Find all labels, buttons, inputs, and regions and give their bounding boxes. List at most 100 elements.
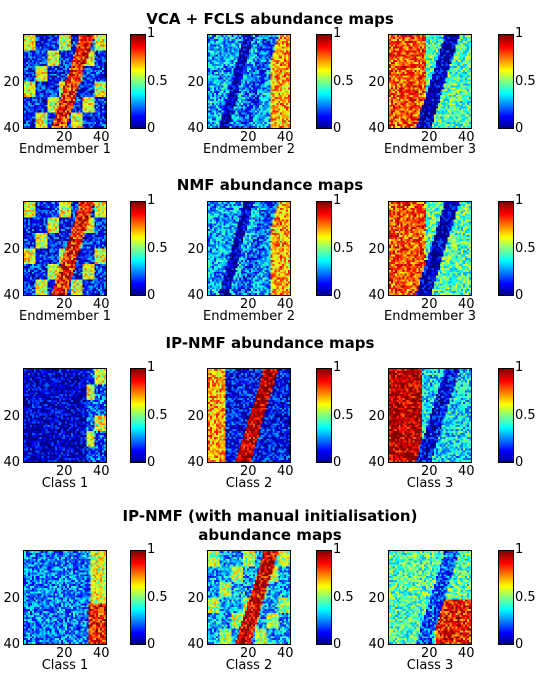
- abundance-heatmap: [389, 202, 471, 295]
- panel-label: Endmember 3: [383, 142, 477, 157]
- y-tick-label: 20: [3, 242, 20, 257]
- abundance-map: [388, 550, 472, 645]
- colorbar-tick-label: 0.5: [333, 240, 354, 256]
- y-tick-label: 20: [368, 75, 385, 90]
- colorbar-tick-label: 0: [515, 288, 524, 303]
- x-tick-label: 40: [93, 297, 110, 312]
- y-tick-label: 40: [368, 637, 385, 652]
- panel-label: Endmember 1: [18, 309, 112, 324]
- colorbar-tick-label: 0.5: [147, 407, 168, 423]
- x-tick-label: 20: [56, 297, 73, 312]
- x-tick-label: 20: [56, 130, 73, 145]
- colorbar: [130, 201, 146, 296]
- abundance-heatmap: [389, 551, 471, 644]
- colorbar-tick-label: 1: [515, 360, 524, 375]
- y-tick-label: 20: [187, 242, 204, 257]
- x-tick-label: 40: [277, 464, 294, 479]
- colorbar-tick-label: 1: [333, 542, 342, 557]
- colorbar-tick-label: 1: [515, 542, 524, 557]
- colorbar: [130, 34, 146, 129]
- abundance-map: [23, 550, 107, 645]
- abundance-map: [23, 34, 107, 129]
- x-tick-label: 40: [277, 646, 294, 661]
- abundance-map: [207, 368, 291, 463]
- y-tick-label: 20: [368, 591, 385, 606]
- y-tick-label: 20: [187, 75, 204, 90]
- colorbar-tick-label: 0: [333, 455, 342, 470]
- x-tick-label: 20: [240, 297, 257, 312]
- colorbar-tick-label: 1: [147, 26, 156, 41]
- x-tick-label: 40: [93, 130, 110, 145]
- x-tick-label: 40: [458, 130, 475, 145]
- y-tick-label: 20: [187, 591, 204, 606]
- x-tick-label: 20: [240, 646, 257, 661]
- colorbar-tick-label: 0: [333, 637, 342, 652]
- colorbar-tick-label: 0: [147, 455, 156, 470]
- colorbar-tick-label: 0.5: [515, 240, 536, 256]
- colorbar-tick-label: 1: [333, 360, 342, 375]
- colorbar-tick-label: 0: [515, 637, 524, 652]
- panel-label: Class 1: [41, 658, 89, 673]
- colorbar: [316, 368, 332, 463]
- y-tick-label: 40: [3, 288, 20, 303]
- colorbar: [130, 550, 146, 645]
- colorbar-tick-label: 1: [515, 193, 524, 208]
- colorbar-tick-label: 0.5: [147, 73, 168, 89]
- abundance-heatmap: [208, 202, 290, 295]
- colorbar-tick-label: 1: [147, 542, 156, 557]
- group-title: NMF abundance maps: [176, 176, 364, 194]
- y-tick-label: 40: [3, 637, 20, 652]
- abundance-heatmap: [24, 369, 106, 462]
- y-tick-label: 40: [187, 121, 204, 136]
- panel-label: Endmember 2: [202, 142, 296, 157]
- colorbar-tick-label: 0.5: [515, 589, 536, 605]
- abundance-heatmap: [389, 35, 471, 128]
- colorbar-tick-label: 0: [515, 121, 524, 136]
- colorbar-tick-label: 0: [147, 121, 156, 136]
- panel-label: Class 3: [406, 658, 454, 673]
- colorbar-tick-label: 0.5: [333, 73, 354, 89]
- panel-label: Endmember 2: [202, 309, 296, 324]
- colorbar: [316, 201, 332, 296]
- abundance-map: [388, 201, 472, 296]
- panel-label: Endmember 3: [383, 309, 477, 324]
- panel-label: Class 2: [225, 658, 273, 673]
- abundance-heatmap: [389, 369, 471, 462]
- colorbar: [316, 34, 332, 129]
- y-tick-label: 40: [368, 455, 385, 470]
- y-tick-label: 40: [3, 455, 20, 470]
- colorbar-tick-label: 0.5: [147, 240, 168, 256]
- x-tick-label: 40: [93, 464, 110, 479]
- colorbar: [316, 550, 332, 645]
- panel-label: Endmember 1: [18, 142, 112, 157]
- abundance-heatmap: [24, 202, 106, 295]
- abundance-map: [388, 368, 472, 463]
- y-tick-label: 40: [368, 288, 385, 303]
- colorbar-tick-label: 1: [515, 26, 524, 41]
- group-title: IP-NMF (with manual initialisation) abun…: [122, 507, 418, 544]
- panel-label: Class 3: [406, 476, 454, 491]
- y-tick-label: 20: [3, 409, 20, 424]
- y-tick-label: 20: [368, 409, 385, 424]
- y-tick-label: 20: [187, 409, 204, 424]
- colorbar-tick-label: 0.5: [515, 407, 536, 423]
- y-tick-label: 40: [187, 455, 204, 470]
- abundance-map: [207, 550, 291, 645]
- x-tick-label: 40: [277, 130, 294, 145]
- x-tick-label: 40: [458, 464, 475, 479]
- colorbar-tick-label: 0.5: [515, 73, 536, 89]
- colorbar: [498, 34, 514, 129]
- colorbar: [498, 201, 514, 296]
- abundance-heatmap: [208, 551, 290, 644]
- colorbar-tick-label: 0.5: [333, 589, 354, 605]
- colorbar-tick-label: 1: [147, 193, 156, 208]
- colorbar-tick-label: 0.5: [333, 407, 354, 423]
- x-tick-label: 40: [277, 297, 294, 312]
- group-title: IP-NMF abundance maps: [165, 334, 375, 352]
- abundance-heatmap: [24, 35, 106, 128]
- abundance-map: [207, 201, 291, 296]
- abundance-map: [23, 201, 107, 296]
- y-tick-label: 40: [187, 637, 204, 652]
- abundance-heatmap: [208, 369, 290, 462]
- x-tick-label: 40: [93, 646, 110, 661]
